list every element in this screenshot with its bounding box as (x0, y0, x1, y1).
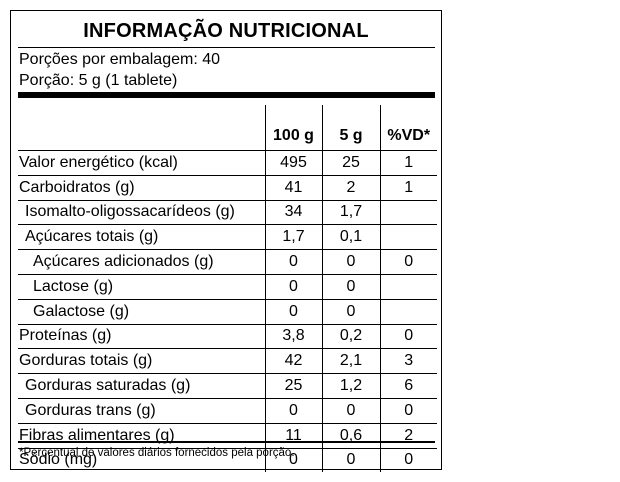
value-per-100g: 0 (264, 299, 322, 325)
value-daily-value: 0 (379, 249, 437, 275)
table-row: Lactose (g) 0 0 (18, 274, 437, 300)
value-daily-value: 0 (379, 448, 437, 473)
table-row: Açúcares totais (g) 1,7 0,1 (18, 224, 437, 250)
nutrient-name: Lactose (g) (33, 277, 114, 295)
value-daily-value: 2 (379, 423, 437, 449)
thick-divider (18, 92, 435, 98)
header-per-100g: 100 g (264, 105, 322, 151)
nutrient-name: Carboidratos (g) (19, 178, 135, 196)
table-row: Sódio (mg) 0 0 0 (18, 448, 437, 473)
value-per-100g: 42 (264, 348, 322, 374)
value-per-serving: 0 (321, 274, 380, 300)
nutrition-table: 100 g 5 g %VD* Valor energético (kcal) 49… (18, 105, 437, 473)
value-daily-value: 0 (379, 324, 437, 349)
nutrient-name: Sódio (mg) (19, 451, 98, 469)
nutrient-name: Gorduras trans (g) (25, 401, 156, 419)
table-row: Proteínas (g) 3,8 0,2 0 (18, 324, 437, 349)
table-row: Açúcares adicionados (g) 0 0 0 (18, 249, 437, 275)
value-per-100g: 25 (264, 373, 322, 399)
nutrient-name: Fibras alimentares (g) (19, 426, 175, 444)
value-daily-value: 1 (379, 150, 437, 176)
nutrition-label: INFORMAÇÃO NUTRICIONAL Porções por embal… (10, 10, 442, 473)
nutrient-name: Galactose (g) (33, 302, 130, 320)
value-per-serving: 0,1 (321, 224, 380, 250)
header-per-serving: 5 g (321, 105, 380, 151)
value-per-serving: 0 (321, 299, 380, 325)
value-per-100g: 0 (264, 274, 322, 300)
divider (18, 47, 435, 48)
nutrient-name: Proteínas (g) (19, 327, 112, 345)
nutrient-name: Isomalto-oligossacarídeos (g) (25, 203, 235, 221)
table-header-row: 100 g 5 g %VD* (18, 105, 437, 151)
value-daily-value (379, 274, 437, 300)
table-row: Valor energético (kcal) 495 25 1 (18, 150, 437, 176)
value-per-100g: 11 (264, 423, 322, 449)
value-per-serving: 2,1 (321, 348, 380, 374)
table-row: Gorduras totais (g) 42 2,1 3 (18, 348, 437, 374)
servings-per-package: Porções por embalagem: 40 (19, 51, 220, 68)
value-per-serving: 0 (321, 249, 380, 275)
value-daily-value: 3 (379, 348, 437, 374)
value-per-100g: 0 (264, 249, 322, 275)
nutrient-name: Gorduras saturadas (g) (25, 377, 191, 395)
value-per-100g: 41 (264, 175, 322, 201)
value-daily-value: 0 (379, 398, 437, 424)
footnote: *Percentual de valores diários fornecido… (19, 447, 295, 459)
value-per-serving: 0,6 (321, 423, 380, 449)
value-daily-value (379, 200, 437, 225)
value-per-serving: 2 (321, 175, 380, 201)
value-per-serving: 25 (321, 150, 380, 176)
value-per-serving: 1,7 (321, 200, 380, 225)
label-title: INFORMAÇÃO NUTRICIONAL (83, 20, 369, 42)
value-per-100g: 0 (264, 448, 322, 473)
value-per-100g: 1,7 (264, 224, 322, 250)
nutrient-name: Valor energético (kcal) (19, 153, 178, 171)
value-per-100g: 495 (264, 150, 322, 176)
value-per-100g: 3,8 (264, 324, 322, 349)
nutrient-name: Gorduras totais (g) (19, 352, 153, 370)
value-per-serving: 0,2 (321, 324, 380, 349)
value-daily-value (379, 299, 437, 325)
value-per-serving: 1,2 (321, 373, 380, 399)
table-row: Gorduras saturadas (g) 25 1,2 6 (18, 373, 437, 399)
value-daily-value (379, 224, 437, 250)
footer-divider (18, 441, 435, 443)
value-per-100g: 34 (264, 200, 322, 225)
header-daily-value: %VD* (379, 105, 437, 151)
header-nutrient (18, 105, 265, 151)
nutrient-name: Açúcares adicionados (g) (33, 253, 214, 271)
table-row: Galactose (g) 0 0 (18, 299, 437, 325)
table-row: Isomalto-oligossacarídeos (g) 34 1,7 (18, 200, 437, 225)
table-row: Carboidratos (g) 41 2 1 (18, 175, 437, 201)
value-per-100g: 0 (264, 398, 322, 424)
nutrient-name: Açúcares totais (g) (25, 228, 159, 246)
value-per-serving: 0 (321, 448, 380, 473)
table-row: Fibras alimentares (g) 11 0,6 2 (18, 423, 437, 449)
value-per-serving: 0 (321, 398, 380, 424)
value-daily-value: 1 (379, 175, 437, 201)
table-row: Gorduras trans (g) 0 0 0 (18, 398, 437, 424)
value-daily-value: 6 (379, 373, 437, 399)
serving-size: Porção: 5 g (1 tablete) (19, 72, 178, 89)
